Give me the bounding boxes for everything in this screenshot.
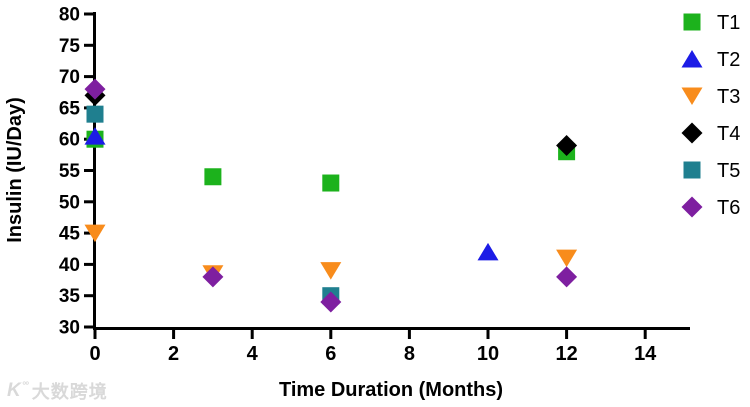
t3-data-point: [320, 262, 342, 280]
watermark: K°° 大数跨境: [7, 378, 108, 404]
y-tick-label: 35: [59, 286, 81, 307]
y-axis-line: [93, 12, 96, 330]
legend-label-t6: T6: [717, 197, 740, 219]
t5-legend-square-icon: [683, 161, 701, 179]
x-tick-label: 14: [634, 343, 657, 365]
x-axis-title: Time Duration (Months): [279, 379, 503, 401]
x-tick: [329, 330, 333, 339]
watermark-text: 大数跨境: [31, 382, 108, 402]
y-tick-label: 80: [59, 5, 80, 26]
t6-data-point: [556, 266, 578, 288]
t3-legend-triangle-down-icon: [681, 87, 703, 105]
t2-data-point: [477, 242, 499, 261]
t6-data-point: [320, 291, 342, 313]
t3-data-point: [84, 224, 106, 243]
x-tick: [486, 330, 490, 339]
t1-legend-square-icon: [683, 13, 701, 31]
x-tick-label: 0: [89, 343, 100, 365]
x-tick: [407, 330, 411, 339]
y-tick-label: 60: [59, 130, 80, 151]
x-tick-label: 4: [247, 343, 259, 365]
x-tick: [643, 330, 647, 339]
y-tick: [84, 12, 93, 16]
y-tick-label: 70: [59, 67, 80, 88]
x-tick: [93, 330, 97, 339]
t2-legend-triangle-up-icon: [681, 50, 703, 68]
x-axis-line: [93, 327, 690, 330]
legend-label-t2: T2: [717, 49, 740, 71]
y-tick-label: 75: [59, 36, 81, 57]
t5-data-point: [86, 105, 104, 123]
legend-label-t3: T3: [717, 86, 740, 108]
t4-data-point: [556, 134, 578, 156]
t1-data-point: [204, 168, 222, 186]
legend-label-t1: T1: [717, 12, 740, 34]
t6-data-point: [202, 266, 224, 288]
y-tick-label: 55: [59, 161, 81, 182]
t3-data-point: [556, 249, 578, 268]
watermark-logo-icon: K°°: [7, 380, 29, 401]
y-tick-label: 30: [59, 318, 80, 339]
t1-data-point: [322, 174, 340, 192]
y-axis-title: Insulin (IU/Day): [4, 97, 26, 243]
y-tick: [84, 169, 93, 172]
y-tick: [84, 200, 93, 204]
x-tick: [172, 330, 176, 339]
y-tick: [84, 262, 93, 266]
y-tick-label: 45: [59, 224, 81, 245]
x-tick: [250, 330, 254, 339]
t4-legend-diamond-icon: [681, 122, 703, 144]
x-tick-label: 6: [325, 343, 336, 365]
legend-label-t5: T5: [717, 160, 740, 182]
y-tick: [84, 294, 93, 298]
y-tick: [84, 43, 93, 47]
x-tick-label: 2: [168, 343, 179, 365]
x-tick-label: 12: [555, 343, 577, 365]
y-tick: [84, 325, 93, 329]
t2-data-point: [84, 127, 106, 145]
legend-label-t4: T4: [717, 123, 740, 145]
x-tick-label: 8: [404, 343, 415, 365]
y-tick-label: 40: [59, 255, 80, 276]
x-tick: [565, 330, 569, 339]
x-tick-label: 10: [477, 343, 499, 365]
y-tick-label: 50: [59, 192, 80, 213]
t6-data-point: [84, 78, 106, 100]
y-tick: [84, 231, 93, 235]
y-tick: [84, 75, 93, 79]
t6-legend-diamond-icon: [681, 196, 703, 218]
y-tick-label: 65: [59, 98, 81, 119]
